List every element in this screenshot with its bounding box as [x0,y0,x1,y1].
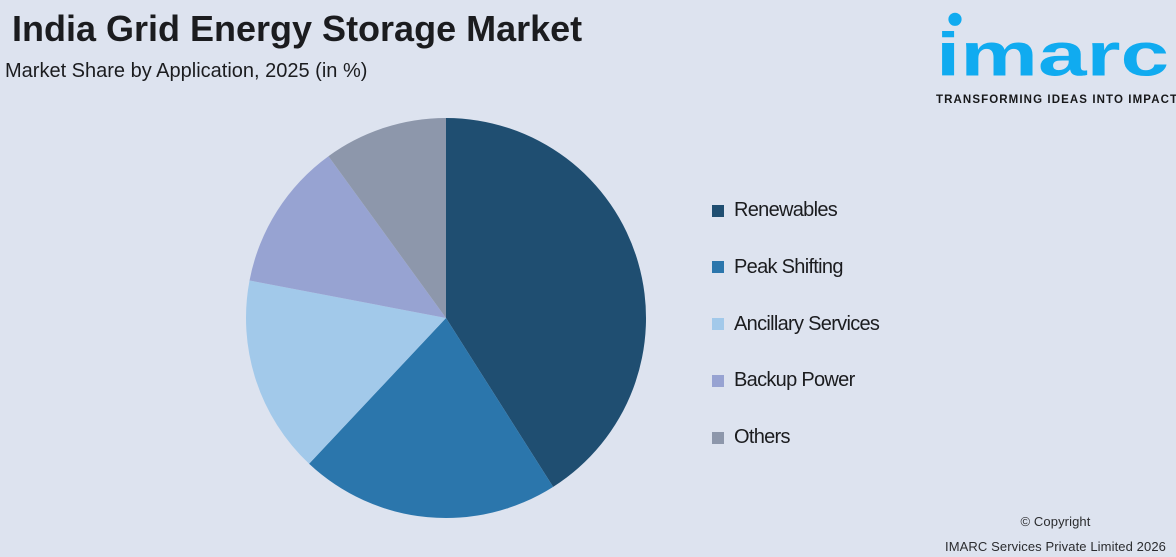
svg-text:TRANSFORMING IDEAS INTO IMPACT: TRANSFORMING IDEAS INTO IMPACT [936,94,1176,106]
svg-text:imarc: imarc [936,20,1169,88]
